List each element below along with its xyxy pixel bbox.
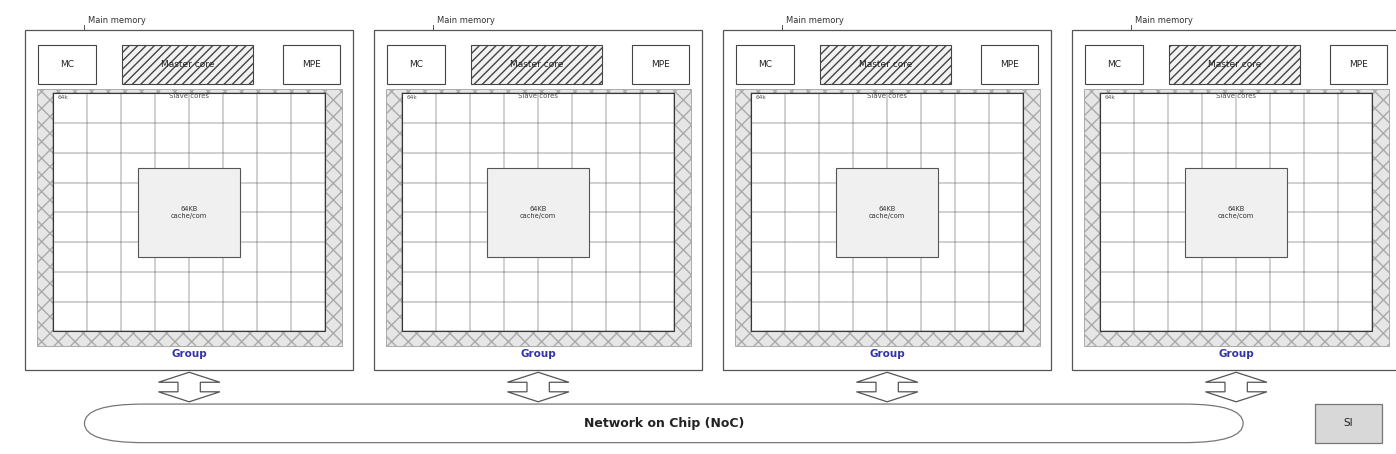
Bar	[38, 45, 96, 84]
Bar	[282, 45, 341, 84]
Text: Main memory: Main memory	[786, 15, 845, 25]
Polygon shape	[856, 372, 919, 402]
Bar	[736, 45, 794, 84]
Bar	[1168, 45, 1300, 84]
Text: Master core: Master core	[161, 60, 214, 69]
Bar	[387, 45, 445, 84]
Bar	[1329, 45, 1388, 84]
Text: Group: Group	[521, 349, 556, 359]
Text: 64KB
cache/com: 64KB cache/com	[1219, 206, 1254, 219]
Text: Master core: Master core	[510, 60, 563, 69]
Bar	[487, 168, 589, 257]
Bar	[980, 45, 1039, 84]
Bar	[1315, 404, 1382, 443]
Text: 64k: 64k	[755, 95, 766, 100]
Text: 64KB
cache/com: 64KB cache/com	[172, 206, 207, 219]
FancyBboxPatch shape	[84, 404, 1244, 443]
Bar	[374, 30, 702, 370]
Text: Group: Group	[172, 349, 207, 359]
Bar	[53, 94, 325, 331]
Bar	[723, 30, 1051, 370]
Text: MPE: MPE	[1349, 60, 1368, 69]
Bar	[25, 30, 353, 370]
Bar	[1185, 168, 1287, 257]
Text: Master core: Master core	[859, 60, 912, 69]
Text: MPE: MPE	[302, 60, 321, 69]
Text: MPE: MPE	[1000, 60, 1019, 69]
Text: MC: MC	[758, 60, 772, 69]
Text: Slave cores: Slave cores	[867, 93, 907, 99]
Text: 64KB
cache/com: 64KB cache/com	[870, 206, 905, 219]
Text: Group: Group	[870, 349, 905, 359]
Text: 64k: 64k	[57, 95, 68, 100]
Text: MPE: MPE	[651, 60, 670, 69]
Polygon shape	[508, 372, 570, 402]
Text: Slave cores: Slave cores	[169, 93, 209, 99]
Text: MC: MC	[1107, 60, 1121, 69]
Text: Slave cores: Slave cores	[518, 93, 558, 99]
Bar	[1085, 45, 1143, 84]
Bar	[631, 45, 690, 84]
Bar	[138, 168, 240, 257]
Text: Group: Group	[1219, 349, 1254, 359]
Bar	[836, 168, 938, 257]
Text: Slave cores: Slave cores	[1216, 93, 1256, 99]
Bar	[470, 45, 602, 84]
Bar	[36, 89, 342, 346]
Bar	[402, 94, 674, 331]
Text: 64k: 64k	[1104, 95, 1115, 100]
Bar	[121, 45, 253, 84]
Text: Main memory: Main memory	[437, 15, 496, 25]
Text: SI: SI	[1344, 418, 1353, 429]
Text: MC: MC	[409, 60, 423, 69]
Text: MC: MC	[60, 60, 74, 69]
Bar	[1100, 94, 1372, 331]
Text: Main memory: Main memory	[1135, 15, 1194, 25]
Bar	[1072, 30, 1396, 370]
Bar	[819, 45, 951, 84]
Text: 64k: 64k	[406, 95, 417, 100]
Text: Master core: Master core	[1208, 60, 1261, 69]
Bar	[751, 94, 1023, 331]
Text: Network on Chip (NoC): Network on Chip (NoC)	[584, 417, 744, 430]
Bar	[385, 89, 691, 346]
Bar	[1083, 89, 1389, 346]
Text: Main memory: Main memory	[88, 15, 147, 25]
Text: 64KB
cache/com: 64KB cache/com	[521, 206, 556, 219]
Polygon shape	[158, 372, 219, 402]
Polygon shape	[1205, 372, 1266, 402]
Bar	[734, 89, 1040, 346]
